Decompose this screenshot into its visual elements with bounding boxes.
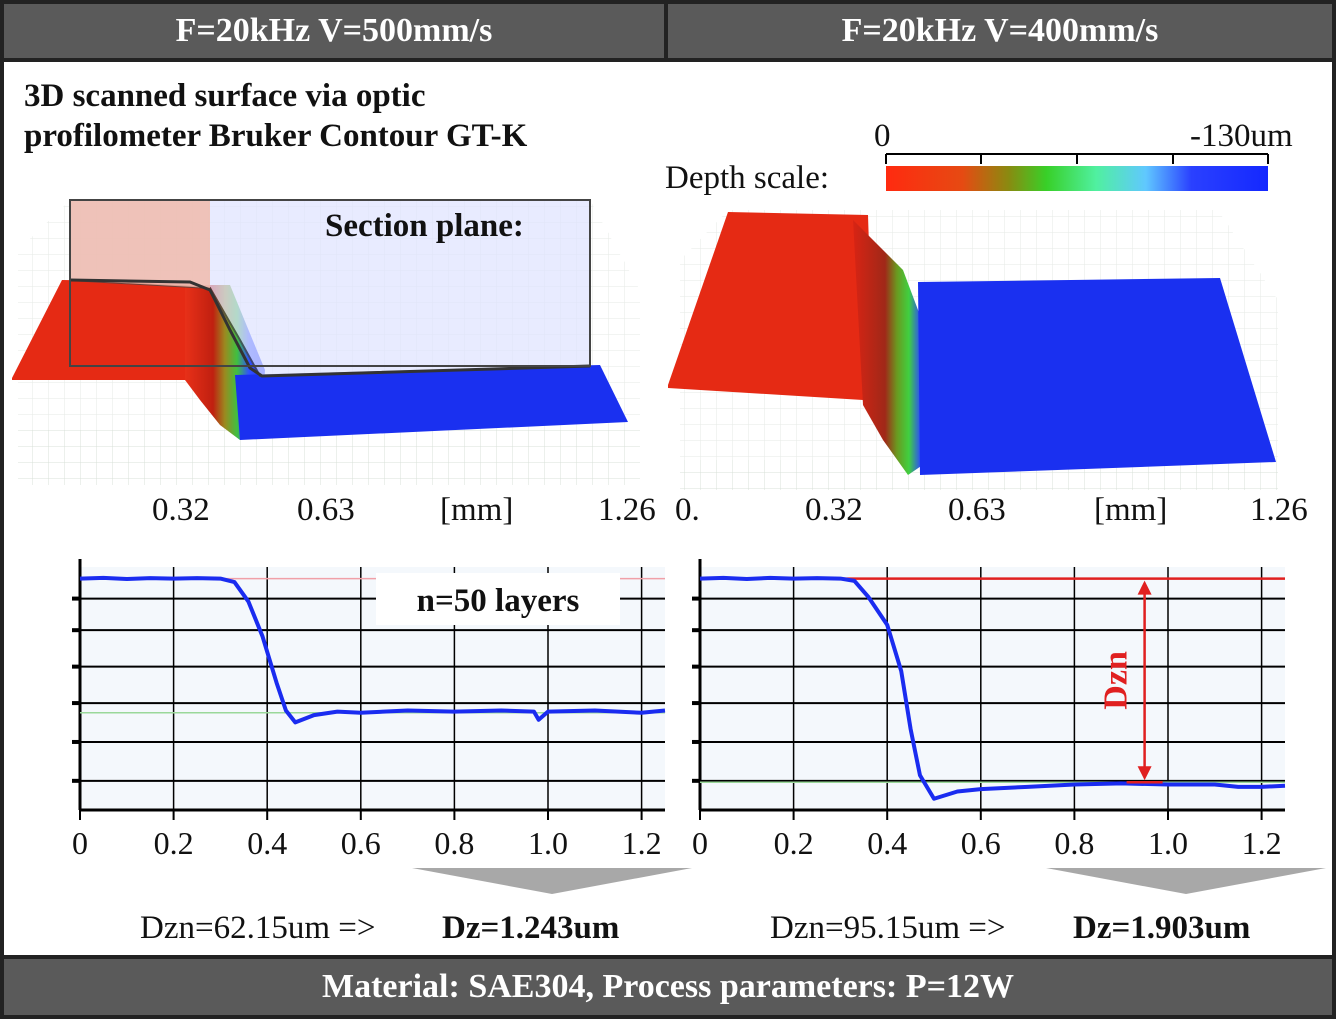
x-tick-label: 0.8 [434,825,474,861]
depth-scale-bar [885,153,1269,191]
result-right-dz: Dz=1.903um [1073,910,1251,946]
section-plane-border [69,199,591,367]
header-right: F=20kHz V=400mm/s [664,0,1336,62]
surface-right-tick-label: 0.63 [948,492,1006,528]
surface-left-floor-grid [18,430,640,485]
result-arrow-right [1046,868,1326,894]
surface-right-step [853,220,933,475]
x-tick-label: 0.6 [341,825,381,861]
result-left-dz: Dz=1.243um [442,910,620,946]
header-right-text: F=20kHz V=400mm/s [841,12,1159,49]
footer-text: Material: SAE304, Process parameters: P=… [322,968,1014,1005]
profile-chart-right: 0 0.2 0.4 0.6 0.8 1.0 1.2 Dzn [692,559,1286,861]
footer: Material: SAE304, Process parameters: P=… [0,955,1336,1019]
surface-left-tick-label: 0.32 [152,492,210,528]
surface-right [668,210,1278,490]
surface-left-tick-label: 0.63 [297,492,355,528]
description-line-1: 3D scanned surface via optic [24,78,426,114]
annotation-box [376,573,620,625]
x-tick-label: 0.8 [1054,825,1094,861]
section-profile [69,278,591,378]
surface-left-tick-label: [mm] [440,492,514,528]
x-tick-label: 0.2 [774,825,814,861]
surface-left-tick-label: 1.26 [598,492,656,528]
surface-right-low-floor [918,278,1276,475]
surface-right-high-plateau [668,212,873,400]
section-plane-label: Section plane: [325,208,524,244]
surface-left-low-floor [235,365,628,440]
x-tick-label: 1.0 [528,825,568,861]
section-plane-top [70,200,210,288]
dzn-label: Dzn [1098,651,1135,710]
depth-scale-gradient [886,166,1268,191]
x-tick-label: 1.2 [1242,825,1282,861]
profile-line [699,575,1286,801]
depth-scale-max-label: -130um [1190,118,1293,154]
header-left: F=20kHz V=500mm/s [0,0,668,62]
x-tick-label: 0.2 [154,825,194,861]
profile-line [79,575,666,725]
depth-scale-min-label: 0 [874,118,891,154]
surface-right-floor-grid [680,460,1278,490]
result-left-dzn: Dzn=62.15um => [140,910,376,946]
x-tick-label: 0.4 [867,825,907,861]
x-tick-label: 0.6 [961,825,1001,861]
plot-area [700,567,1285,810]
x-tick-label: 1.0 [1148,825,1188,861]
description-line-2: profilometer Bruker Contour GT-K [24,118,528,154]
x-tick-label: 0 [72,825,88,861]
surface-left-high-plateau [12,280,212,390]
surface-right-tick-label: 0. [675,492,700,528]
depth-scale-label: Depth scale: [665,160,830,196]
result-arrow-left [412,868,692,894]
result-right-dzn: Dzn=95.15um => [770,910,1006,946]
surface-right-tick-label: 0.32 [805,492,863,528]
x-tick-label: 1.2 [622,825,662,861]
surface-right-tick-label: [mm] [1094,492,1168,528]
x-tick-label: 0.4 [247,825,287,861]
surface-left [12,199,640,485]
content-frame [0,62,1336,955]
layers-annotation: n=50 layers [417,583,580,619]
dzn-arrow-head-top [1137,580,1152,595]
dzn-arrow-head-bottom [1137,766,1152,781]
profile-chart-left: 0 0.2 0.4 0.6 0.8 1.0 1.2 n=50 layers [72,559,666,861]
header-left-text: F=20kHz V=500mm/s [175,12,493,49]
surface-right-tick-label: 1.26 [1250,492,1308,528]
x-tick-label: 0 [692,825,708,861]
